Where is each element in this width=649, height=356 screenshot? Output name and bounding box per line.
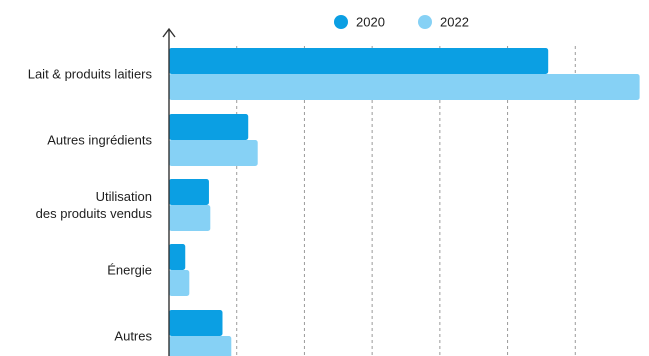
category-label-1-0: Autres ingrédients [47, 133, 152, 148]
bars [169, 48, 640, 356]
legend-marker-2022 [418, 15, 432, 29]
bar-2020-0 [169, 48, 549, 74]
category-label-2-1: des produits vendus [36, 206, 153, 221]
legend-marker-2020 [334, 15, 348, 29]
bar-2022-4 [169, 336, 232, 356]
category-label-3-0: Énergie [107, 263, 152, 278]
bar-2020-3 [169, 244, 186, 270]
gridlines [236, 46, 576, 356]
category-label-4-0: Autres [114, 329, 152, 344]
y-axis-arrow-icon [162, 27, 176, 38]
category-label-2-0: Utilisation [96, 189, 152, 204]
category-label-0-0: Lait & produits laitiers [28, 67, 153, 82]
legend-label-2022: 2022 [440, 15, 469, 30]
bar-2022-1 [169, 140, 258, 166]
bar-2020-4 [169, 310, 223, 336]
bar-2022-0 [169, 74, 640, 100]
legend: 2020 2022 [334, 15, 469, 30]
y-axis [162, 27, 176, 356]
bar-2022-3 [169, 270, 190, 296]
legend-label-2020: 2020 [356, 15, 385, 30]
bar-2020-2 [169, 179, 209, 205]
bar-2020-1 [169, 114, 249, 140]
bar-2022-2 [169, 205, 211, 231]
category-labels: Lait & produits laitiers Autres ingrédien… [28, 67, 153, 344]
